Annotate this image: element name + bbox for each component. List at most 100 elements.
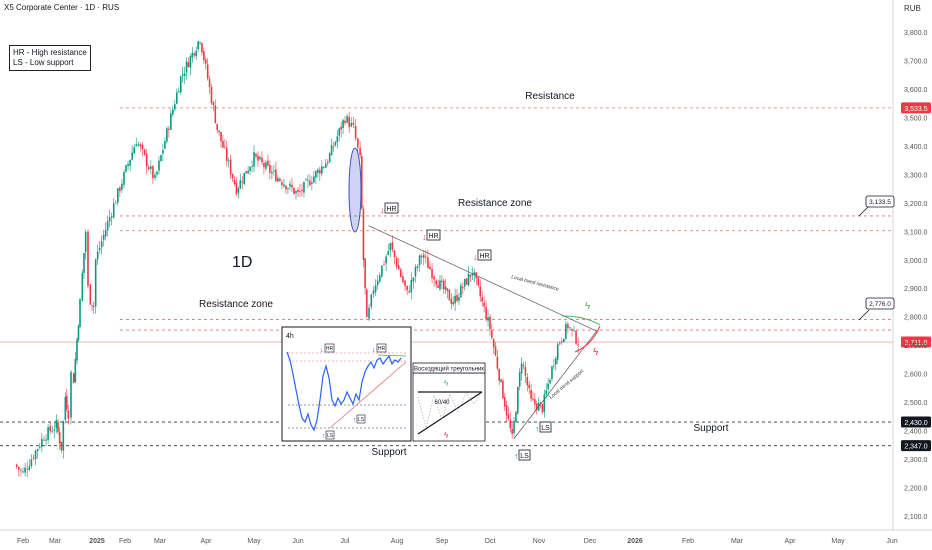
inset-4h-label: 4h xyxy=(286,333,294,340)
candle-body xyxy=(263,162,265,168)
price-axis: 2,100.0 2,200.0 2,300.0 2,400.0 2,500.0 2,600… xyxy=(904,30,927,521)
candle-body xyxy=(92,306,95,307)
candle-body xyxy=(385,256,387,264)
y-tick-label: 2,200.0 xyxy=(904,486,927,493)
legend-box: HR - High resistance LS - Low support xyxy=(9,45,91,71)
candle-body xyxy=(317,169,319,173)
candle-body xyxy=(360,156,363,209)
candle-body xyxy=(511,428,513,435)
candle-body xyxy=(172,109,174,115)
candle-body xyxy=(121,183,123,190)
candle-body xyxy=(243,172,246,185)
candle-body xyxy=(271,171,273,174)
candle-body xyxy=(201,43,203,53)
candle-body xyxy=(104,229,107,237)
y-tick-label: 3,600.0 xyxy=(904,87,927,94)
x-tick-label: Dec xyxy=(584,538,597,545)
candle-body xyxy=(469,274,472,277)
callout-high-leader xyxy=(858,206,869,217)
inset-ls1-box xyxy=(325,430,335,440)
x-tick-label: Oct xyxy=(485,538,496,545)
callout-mid-text: 2,776.0 xyxy=(869,301,891,308)
candle-body xyxy=(273,170,275,172)
candle-body xyxy=(301,189,303,191)
candle-body xyxy=(509,419,512,429)
level-price-tag-text: 2,711.0 xyxy=(905,340,928,347)
candle-body xyxy=(322,167,325,168)
candle-body xyxy=(477,277,480,286)
inset-triangle-title-box xyxy=(412,362,486,374)
candle-body xyxy=(372,290,375,295)
hr-tag-1-box xyxy=(384,202,399,214)
candle-body xyxy=(338,128,341,136)
candle-body xyxy=(189,56,192,68)
candle-body xyxy=(374,285,377,293)
candle-body xyxy=(229,159,232,175)
candle-body xyxy=(206,64,209,79)
candle-body xyxy=(571,328,573,330)
candles xyxy=(15,40,579,478)
candle-body xyxy=(154,174,156,178)
candle-body xyxy=(539,402,542,404)
arrow-down-icon: ↓ xyxy=(320,347,324,354)
y-tick-label: 2,300.0 xyxy=(904,457,927,464)
callout-mid-leader xyxy=(858,309,870,321)
candle-body xyxy=(199,42,201,44)
candle-body xyxy=(422,254,425,258)
candle-body xyxy=(285,185,287,190)
candle-body xyxy=(197,41,199,50)
inset-4h: 4h ↓ HR ↓ HR ↑ LS ↑ LS xyxy=(281,326,412,442)
x-tick-label: Mar xyxy=(49,538,62,545)
candle-body xyxy=(279,178,281,181)
candle-body xyxy=(404,280,406,287)
candle-body xyxy=(139,144,142,147)
candle-body xyxy=(467,273,470,286)
candle-body xyxy=(84,231,87,253)
candle-body xyxy=(94,259,97,307)
level-price-tag xyxy=(901,336,931,348)
candle-body xyxy=(177,91,180,93)
trend-lines xyxy=(368,225,601,440)
x-tick-label: Jul xyxy=(341,538,350,545)
candle-body xyxy=(83,252,85,273)
candle-body xyxy=(321,166,323,174)
candle-body xyxy=(332,146,335,148)
candle-body xyxy=(547,383,549,389)
candle-body xyxy=(89,284,92,305)
candle-body xyxy=(448,290,451,301)
x-tick-label: May xyxy=(247,538,261,545)
y-tick-label: 3,400.0 xyxy=(904,144,927,151)
candle-body xyxy=(265,162,267,169)
candle-body xyxy=(62,421,65,451)
candle-body xyxy=(500,379,502,382)
resistance-label: Resistance xyxy=(525,91,575,102)
candle-body xyxy=(532,398,534,400)
candle-body xyxy=(483,302,485,307)
candle-body xyxy=(220,132,222,142)
candle-body xyxy=(437,285,439,288)
candle-body xyxy=(410,279,413,293)
y-tick-label: 2,600.0 xyxy=(904,372,927,379)
level-lines: 3,533.5 2,711.0 2,430.0 2,347.0 xyxy=(0,102,931,452)
candle-body xyxy=(227,160,230,162)
candle-body xyxy=(277,178,279,182)
level-price-tag xyxy=(901,440,931,452)
y-tick-label: 2,400.0 xyxy=(904,429,927,436)
candle-body xyxy=(402,276,404,283)
legend-hr: HR - High resistance xyxy=(13,48,87,57)
candle-body xyxy=(456,294,458,301)
candle-body xyxy=(502,380,504,399)
candle-body xyxy=(160,155,162,161)
candle-body xyxy=(515,412,517,423)
candle-body xyxy=(545,390,548,395)
candle-body xyxy=(49,426,51,432)
candle-body xyxy=(551,366,553,379)
candle-body xyxy=(125,165,127,172)
inset-hr2-box xyxy=(376,343,387,353)
candle-body xyxy=(319,170,321,174)
y-tick-label: 3,500.0 xyxy=(904,115,927,122)
hr-tag-1: ↓ HR xyxy=(380,202,399,215)
candle-body xyxy=(303,181,305,193)
